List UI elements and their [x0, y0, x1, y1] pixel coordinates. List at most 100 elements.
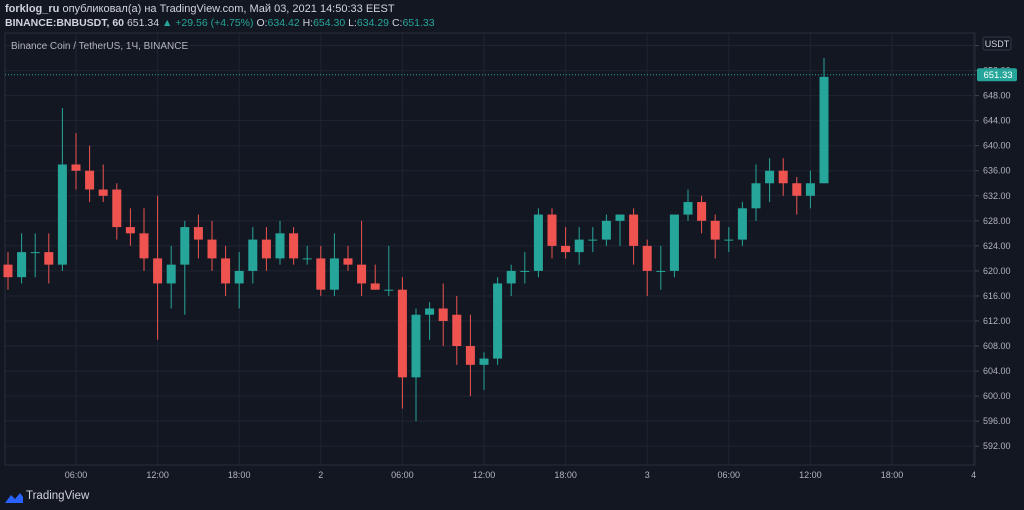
candle-body [724, 239, 734, 241]
candle-body [234, 270, 244, 284]
last-price-badge: 651.33 [977, 68, 1017, 82]
candle-body [629, 214, 639, 246]
y-tick-label: 612.00 [983, 316, 1011, 326]
candle-body [751, 183, 761, 209]
x-tick-label: 12:00 [146, 470, 169, 480]
close-label: C: [391, 17, 403, 29]
candle-body [180, 227, 190, 265]
candle-body [329, 258, 339, 290]
x-tick-label: 06:00 [718, 470, 741, 480]
x-tick-label: 18:00 [554, 470, 577, 480]
candlestick-chart[interactable]: Binance Coin / TetherUS, 1Ч, BINANCE 592… [0, 32, 1024, 485]
candle-body [316, 258, 326, 290]
candle-body [778, 170, 788, 184]
candle-body [588, 239, 598, 241]
candle-body [207, 239, 217, 259]
y-tick-label: 640.00 [983, 141, 1011, 151]
candle-body [574, 239, 584, 253]
y-tick-label: 608.00 [983, 341, 1011, 351]
y-tick-label: 600.00 [983, 391, 1011, 401]
y-tick-label: 596.00 [983, 416, 1011, 426]
high-label: H: [302, 17, 314, 29]
y-tick-label: 644.00 [983, 116, 1011, 126]
candle-body [561, 245, 571, 253]
candle-body [71, 164, 81, 171]
candle-body [248, 239, 258, 271]
candle-body [547, 214, 557, 246]
candle-body [85, 170, 95, 190]
candle-body [139, 233, 149, 259]
candle-body [737, 208, 747, 240]
candle-body [452, 314, 462, 347]
last-price: 651.34 [126, 17, 160, 29]
candle-body [112, 189, 122, 228]
low-label: L: [348, 17, 357, 29]
candle-body [819, 76, 829, 184]
candle-body [193, 227, 203, 240]
ohlc-line: BINANCE:BNBUSDT, 60 651.34 ▲ +29.56 (+4.… [5, 17, 435, 29]
candle-body [683, 202, 693, 215]
chart-header: forklog_ru опубликовал(а) на TradingView… [0, 0, 1024, 32]
candle-body [44, 252, 54, 265]
candles [3, 58, 829, 422]
candle-body [3, 264, 13, 278]
y-tick-label: 620.00 [983, 266, 1011, 276]
candle-body [792, 183, 802, 196]
x-tick-label: 18:00 [228, 470, 251, 480]
x-tick-label: 12:00 [799, 470, 822, 480]
currency-badge[interactable]: USDT [982, 36, 1012, 51]
y-tick-label: 592.00 [983, 441, 1011, 451]
candle-body [493, 283, 503, 359]
candle-body [438, 308, 448, 321]
candle-body [465, 346, 475, 365]
candle-body [397, 289, 407, 378]
y-tick-label: 616.00 [983, 291, 1011, 301]
price-change: ▲ +29.56 (+4.75%) [161, 17, 254, 29]
tradingview-brand[interactable]: TradingView [26, 490, 90, 502]
open-value: 634.42 [267, 17, 300, 29]
footer-bar: TradingView [0, 485, 1024, 510]
x-tick-label: 12:00 [473, 470, 496, 480]
time-axis[interactable]: 06:00 12:00 18:00 2 06:00 12:00 18:00 3 06:00 12:… [65, 470, 976, 480]
x-tick-label: 4 [971, 470, 976, 480]
y-tick-label: 632.00 [983, 191, 1011, 201]
author-name[interactable]: forklog_ru [5, 3, 60, 15]
y-tick-label: 628.00 [983, 216, 1011, 226]
candle-body [520, 270, 530, 272]
candle-body [601, 220, 611, 240]
candle-body [506, 270, 516, 284]
candle-body [153, 258, 163, 284]
symbol-label: BINANCE:BNBUSDT, 60 [5, 17, 125, 29]
low-value: 634.29 [356, 17, 390, 29]
candle-body [384, 289, 394, 291]
x-tick-label: 06:00 [65, 470, 88, 480]
candle-body [289, 233, 299, 259]
candle-body [343, 258, 353, 265]
publish-info: опубликовал(а) на TradingView.com, Май 0… [62, 3, 395, 15]
candle-body [656, 270, 666, 272]
candle-body [17, 252, 27, 278]
y-tick-label: 624.00 [983, 241, 1011, 251]
publish-line: forklog_ru опубликовал(а) на TradingView… [5, 3, 395, 15]
candle-body [425, 308, 435, 315]
candle-body [30, 252, 40, 254]
candle-body [261, 239, 271, 259]
plot-border [4, 32, 976, 466]
x-tick-label: 3 [645, 470, 650, 480]
tradingview-logo-icon[interactable] [4, 491, 24, 505]
candle-body [221, 258, 231, 284]
high-value: 654.30 [313, 17, 346, 29]
candle-body [98, 189, 108, 196]
candle-body [479, 358, 489, 365]
candle-body [166, 264, 176, 284]
candle-body [669, 214, 679, 271]
candle-body [370, 283, 380, 290]
candle-body [533, 214, 543, 271]
y-tick-label: 636.00 [983, 166, 1011, 176]
candle-body [302, 258, 312, 260]
close-value: 651.33 [402, 17, 435, 29]
price-axis[interactable]: 592.00 596.00 600.00 604.00 608.00 612.00 616.… [975, 41, 1011, 452]
currency-label: USDT [985, 39, 1010, 49]
chart-area[interactable]: Binance Coin / TetherUS, 1Ч, BINANCE 592… [0, 32, 1024, 485]
candle-body [697, 202, 707, 221]
